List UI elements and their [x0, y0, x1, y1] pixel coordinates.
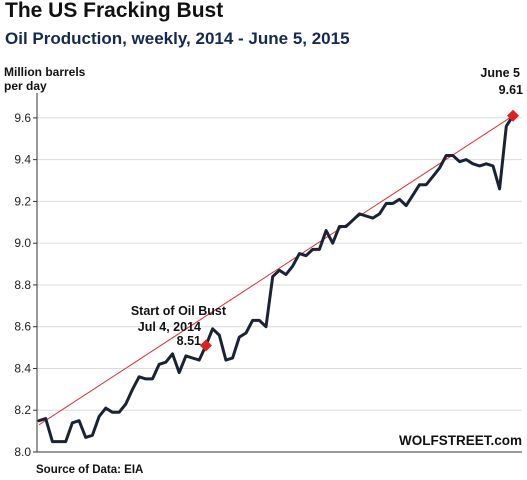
- grid-lines: [37, 117, 522, 411]
- diamond-marker: [507, 109, 519, 122]
- annotation-start-line-2: Jul 4, 2014: [138, 320, 201, 334]
- series-line: [37, 114, 515, 444]
- annotation-start-line-1: Start of Oil Bust: [131, 304, 227, 318]
- chart-subtitle: Oil Production, weekly, 2014 - June 5, 2…: [5, 29, 350, 48]
- y-tick-label: 9.0: [14, 236, 31, 250]
- y-axis-label-line-1: Million barrels: [4, 65, 86, 79]
- trendline: [38, 115, 514, 426]
- chart-title: The US Fracking Bust: [5, 0, 224, 22]
- annotations: Start of Oil Bust Jul 4, 2014 8.51 June …: [131, 66, 523, 348]
- y-tick-label: 8.0: [14, 445, 31, 459]
- y-tick-label: 9.4: [14, 153, 31, 167]
- axis-labels: Million barrels per day 8.0 8.2 8.4 8.6 8.8 9…: [4, 65, 86, 459]
- brand-watermark: WOLFSTREET.com: [399, 433, 522, 448]
- y-tick-label: 8.2: [14, 403, 31, 417]
- diamond-marker: [199, 339, 212, 352]
- axes: [33, 93, 522, 453]
- annotation-end-line-1: June 5: [480, 66, 520, 80]
- y-axis-label-line-2: per day: [4, 79, 47, 93]
- annotation-end-value: 9.61: [499, 83, 523, 97]
- y-tick-label: 9.6: [14, 111, 31, 125]
- y-tick-label: 8.8: [14, 278, 31, 292]
- y-tick-label: 8.4: [14, 361, 31, 375]
- y-tick-label: 9.2: [14, 194, 31, 208]
- y-tick-label: 8.6: [14, 320, 31, 334]
- source-note: Source of Data: EIA: [36, 464, 143, 476]
- trend-line: [38, 115, 514, 426]
- series: [37, 114, 515, 444]
- markers: [199, 109, 519, 352]
- annotation-start-value: 8.51: [177, 334, 201, 348]
